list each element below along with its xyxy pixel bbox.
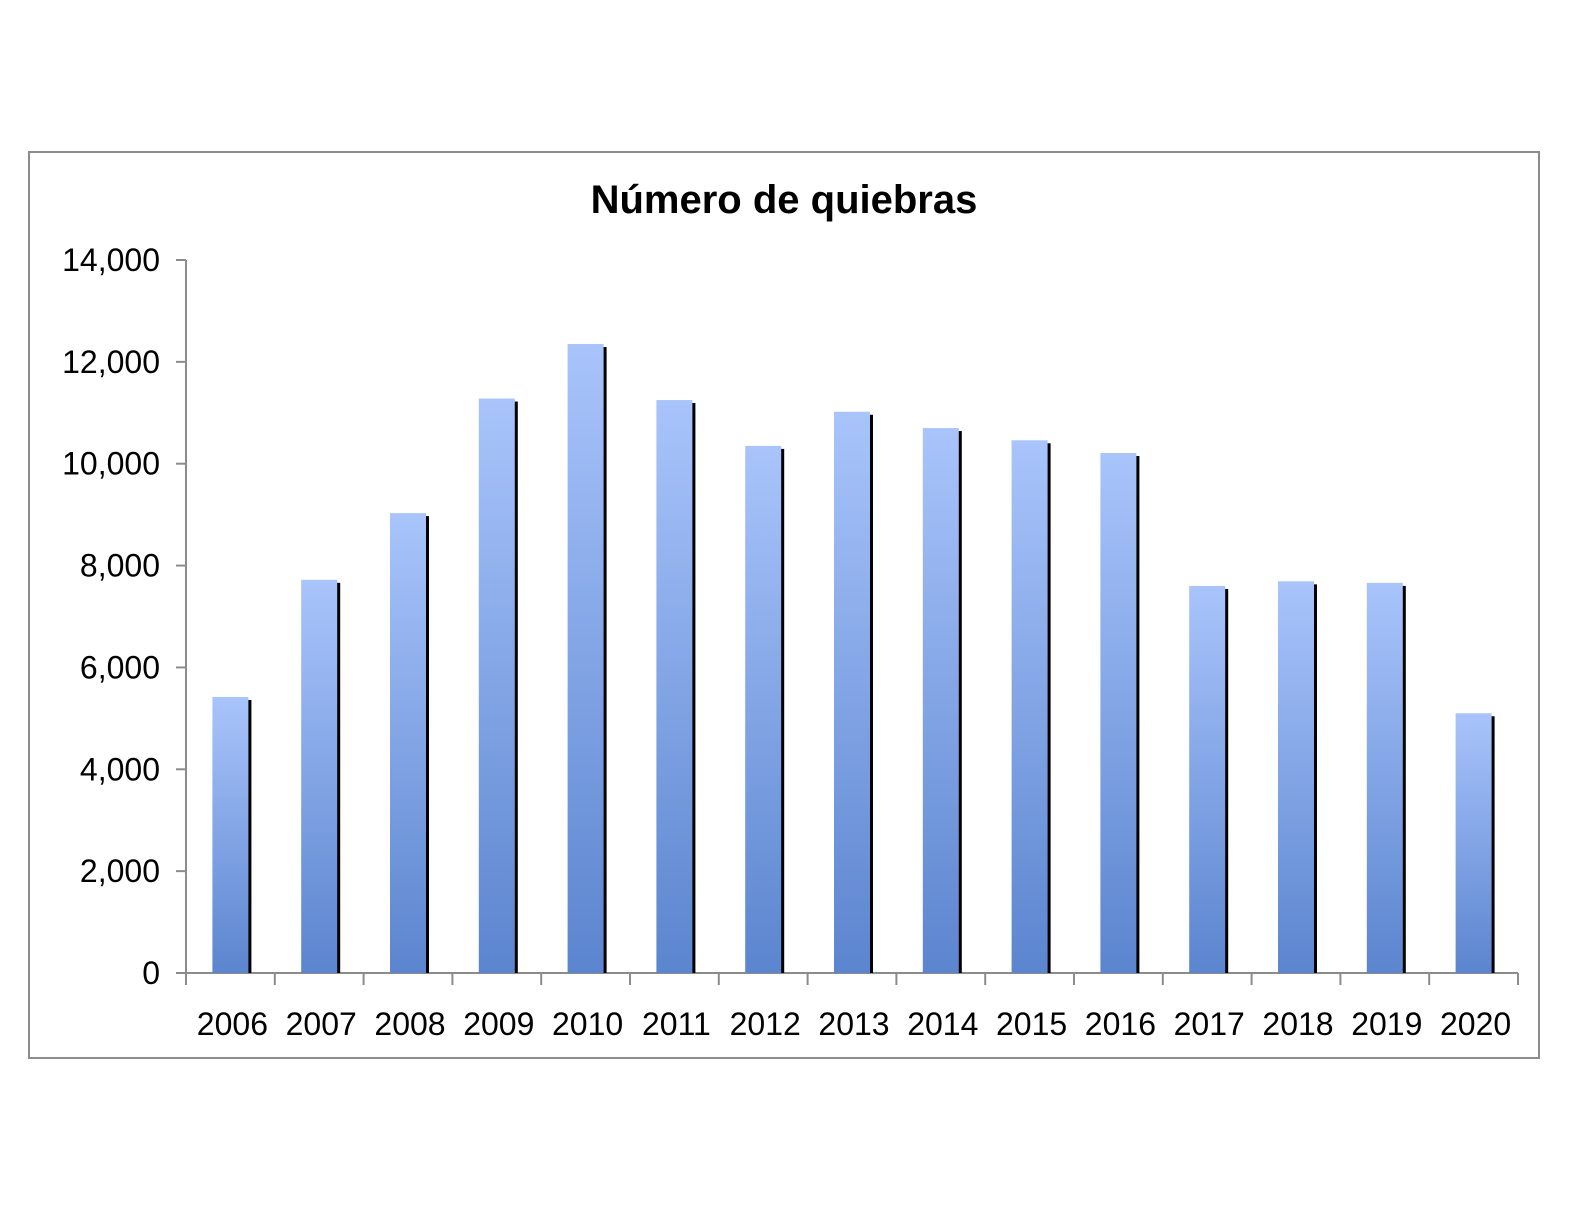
x-tick-label: 2019 [1351,1006,1422,1042]
x-tick-label: 2012 [730,1006,801,1042]
x-tick-label: 2006 [197,1006,268,1042]
bar-2018 [1278,581,1314,973]
x-axis: 2006 2007 2008 2009 2010 2011 2012 2013 2014 2015… [185,972,1519,1042]
y-tick-label: 0 [142,955,160,991]
bar-2006 [212,696,249,973]
y-tick-label: 4,000 [80,751,160,787]
bar-2013 [834,411,870,973]
x-tick-label: 2013 [818,1006,889,1042]
bar-2015 [1011,440,1048,974]
x-tick-label: 2016 [1085,1006,1156,1042]
bar-2011 [656,400,693,973]
bar-2017 [1189,585,1226,973]
x-tick-label: 2018 [1262,1006,1333,1042]
x-tick-label: 2017 [1174,1006,1245,1042]
x-tick-label: 2009 [463,1006,534,1042]
x-tick-label: 2007 [286,1006,357,1042]
y-tick-label: 8,000 [80,548,160,584]
x-tick-label: 2010 [552,1006,623,1042]
x-tick-label: 2020 [1440,1006,1511,1042]
bar-2008 [390,513,426,973]
y-axis: 0 2,000 4,000 6,000 8,000 10,000 12,000 14,000 [62,242,187,991]
bar-2019 [1366,582,1403,973]
bar-2020 [1455,713,1492,973]
bar-2014 [922,428,959,973]
chart-title: Número de quiebras [591,178,978,222]
y-tick-label: 6,000 [80,649,160,685]
bar-2012 [745,445,782,973]
bar-2007 [301,579,338,973]
x-tick-label: 2014 [907,1006,978,1042]
y-tick-label: 10,000 [62,446,160,482]
y-tick-label: 12,000 [62,344,160,380]
bar-chart: Número de quiebras 0 2,000 4,000 6,000 8,000… [62,178,1519,1042]
y-tick-label: 14,000 [62,242,160,278]
bar-2009 [478,398,515,973]
x-tick-label: 2015 [996,1006,1067,1042]
chart-frame: Número de quiebras 0 2,000 4,000 6,000 8,000… [28,151,1540,1059]
bar-2016 [1100,453,1137,973]
x-tick-label: 2011 [642,1006,711,1042]
bars [212,344,1495,974]
x-tick-label: 2008 [374,1006,445,1042]
y-tick-label: 2,000 [80,853,160,889]
bar-2010 [567,344,604,973]
